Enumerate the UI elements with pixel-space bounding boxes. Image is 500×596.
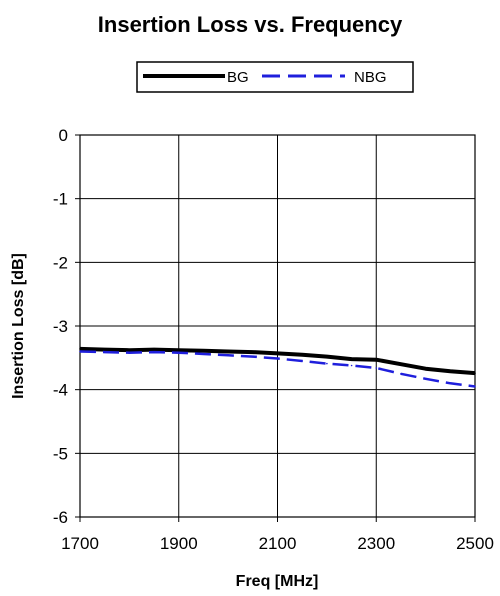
data-point-nbg (301, 360, 304, 362)
y-tick-label: 0 (59, 126, 68, 145)
data-point-nbg (178, 351, 180, 354)
y-tick-label: -1 (53, 190, 68, 209)
data-point-nbg (252, 355, 254, 358)
data-point-bg (301, 353, 304, 356)
data-point-bg (202, 350, 205, 352)
data-point-bg (178, 349, 180, 352)
data-point-nbg (79, 350, 81, 353)
data-point-bg (79, 348, 81, 350)
y-tick-label: -4 (53, 381, 68, 400)
x-tick-label: 2300 (357, 534, 395, 553)
data-point-nbg (474, 385, 476, 388)
data-point-bg (103, 348, 106, 351)
x-axis-label: Freq [MHz] (236, 573, 319, 590)
data-point-nbg (449, 382, 452, 385)
data-point-bg (449, 370, 452, 373)
series-lines (79, 346, 476, 388)
axis-ticks: 1700 1900 2100 2300 2500 0 -1 -2 -3 -4 -5 -6 (53, 126, 494, 553)
y-tick-label: -6 (53, 508, 68, 527)
data-point-nbg (326, 362, 328, 365)
data-point-bg (153, 348, 155, 351)
legend: BG NBG (136, 61, 414, 93)
gridlines (80, 135, 475, 517)
data-point-nbg (128, 351, 131, 354)
chart-title: Insertion Loss vs. Frequency (98, 12, 403, 37)
data-point-bg (252, 351, 254, 353)
data-point-nbg (153, 351, 155, 353)
y-axis-label: Insertion Loss [dB] (10, 253, 27, 399)
data-point-nbg (227, 354, 229, 357)
data-point-bg (128, 349, 131, 352)
data-point-nbg (400, 373, 402, 375)
x-tick-label: 2500 (456, 534, 494, 553)
data-point-nbg (350, 364, 353, 367)
data-point-bg (375, 358, 378, 361)
data-point-bg (424, 367, 427, 370)
x-tick-label: 2100 (259, 534, 297, 553)
data-point-bg (350, 358, 353, 360)
y-tick-label: -2 (53, 253, 68, 272)
x-tick-label: 1700 (61, 534, 99, 553)
data-point-nbg (375, 367, 378, 369)
data-point-bg (326, 355, 328, 358)
data-point-bg (276, 352, 279, 355)
data-point-bg (474, 372, 476, 374)
y-tick-label: -3 (53, 317, 68, 336)
data-point-nbg (103, 351, 106, 353)
data-point-nbg (424, 378, 427, 380)
data-point-bg (227, 350, 229, 353)
x-tick-label: 1900 (160, 534, 198, 553)
legend-label-nbg: NBG (354, 69, 387, 86)
data-point-nbg (276, 357, 279, 360)
data-point-bg (400, 363, 402, 366)
data-point-nbg (202, 353, 205, 355)
legend-label-bg: BG (227, 69, 249, 86)
y-tick-label: -5 (53, 444, 68, 463)
